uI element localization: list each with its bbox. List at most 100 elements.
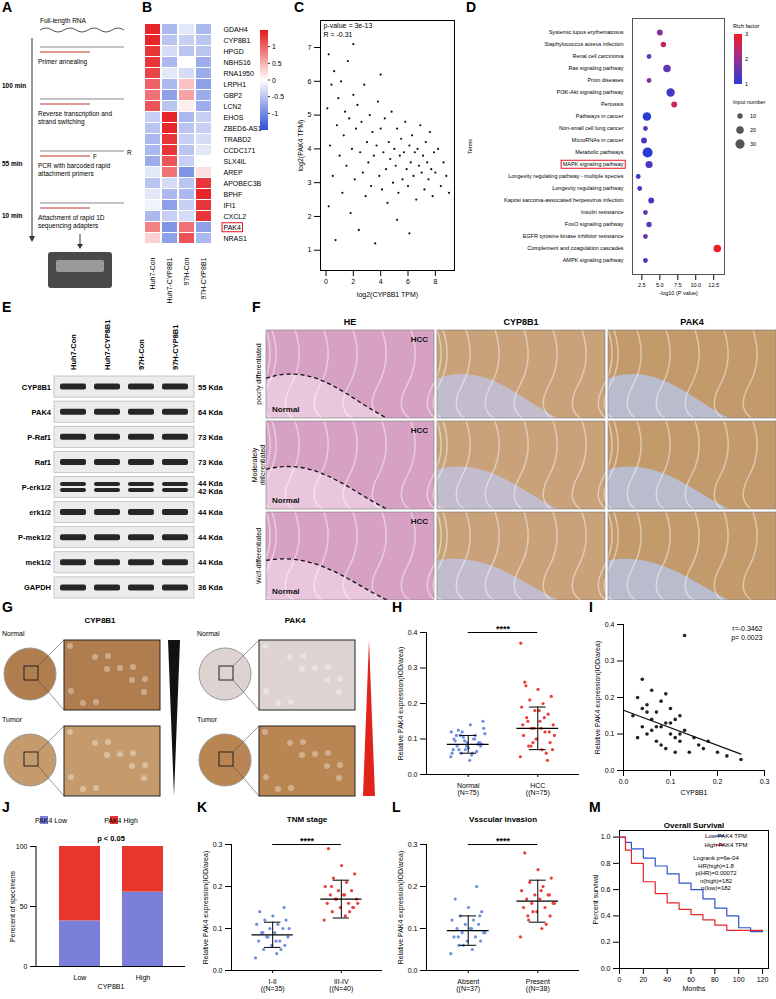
- svg-text:Pathways in cancer: Pathways in cancer: [576, 113, 624, 119]
- svg-text:Months: Months: [683, 985, 706, 992]
- svg-text:0.2: 0.2: [605, 694, 615, 701]
- svg-text:Full-length RNA: Full-length RNA: [40, 17, 87, 25]
- svg-text:Terms: Terms: [467, 139, 473, 154]
- svg-text:Normal: Normal: [272, 587, 300, 596]
- svg-text:8: 8: [433, 278, 437, 285]
- svg-text:p(HR)=0.00072: p(HR)=0.00072: [695, 870, 737, 876]
- svg-text:2: 2: [745, 56, 748, 62]
- svg-text:High PAK4 TPM: High PAK4 TPM: [704, 842, 747, 848]
- svg-text:0.2: 0.2: [601, 938, 611, 945]
- svg-text:PAK4: PAK4: [285, 616, 306, 625]
- svg-text:CYP8B1: CYP8B1: [22, 383, 51, 392]
- svg-text:Huh7-Con: Huh7-Con: [69, 334, 78, 370]
- svg-text:6: 6: [308, 78, 312, 85]
- svg-text:20: 20: [750, 127, 756, 133]
- svg-text:97H-CYP8B1: 97H-CYP8B1: [171, 325, 180, 370]
- svg-text:MAPK signaling pathway: MAPK signaling pathway: [563, 161, 624, 167]
- svg-text:P-mek1/2: P-mek1/2: [18, 533, 51, 542]
- svg-text:HCC: HCC: [411, 426, 429, 435]
- svg-text:AMPK signaling pathway: AMPK signaling pathway: [563, 257, 624, 263]
- svg-text:III-IV((N=40): III-IV((N=40): [329, 978, 353, 993]
- svg-text:73 Kda: 73 Kda: [198, 458, 223, 467]
- svg-text:CYP8B1: CYP8B1: [224, 37, 251, 44]
- svg-text:10: 10: [750, 113, 756, 119]
- svg-text:10.0: 10.0: [690, 282, 701, 288]
- svg-text:Longevity regulating pathway -: Longevity regulating pathway - multiple …: [508, 173, 624, 179]
- svg-text:poorly differentiated: poorly differentiated: [255, 343, 263, 404]
- svg-text:3: 3: [745, 31, 748, 37]
- svg-text:R = -0.31: R = -0.31: [324, 31, 353, 38]
- svg-text:n(high)=182: n(high)=182: [700, 878, 733, 884]
- svg-text:Rich factor: Rich factor: [733, 23, 759, 29]
- svg-text:Longevity regulating pathway: Longevity regulating pathway: [552, 185, 623, 191]
- svg-text:IFI1: IFI1: [224, 202, 236, 209]
- svg-text:0.4: 0.4: [605, 621, 615, 628]
- svg-text:Huh7-Con: Huh7-Con: [149, 257, 156, 289]
- svg-text:erk1/2: erk1/2: [29, 508, 51, 517]
- svg-text:44 Kda: 44 Kda: [198, 533, 223, 542]
- svg-text:0.0: 0.0: [213, 967, 223, 974]
- svg-text:Logrank p=6e-04: Logrank p=6e-04: [693, 855, 739, 861]
- svg-text:0: 0: [272, 77, 276, 84]
- svg-text:Primer annealing: Primer annealing: [38, 58, 88, 66]
- svg-text:0.3: 0.3: [760, 778, 770, 785]
- svg-text:Present((N=38): Present((N=38): [526, 978, 550, 993]
- svg-text:0.3: 0.3: [213, 841, 223, 848]
- svg-text:0.1: 0.1: [408, 925, 418, 932]
- svg-text:MicroRNAs in cancer: MicroRNAs in cancer: [572, 137, 624, 143]
- svg-text:CXCL2: CXCL2: [224, 213, 247, 220]
- svg-text:Normal(N=75): Normal(N=75): [457, 782, 480, 797]
- svg-text:100: 100: [733, 976, 745, 983]
- svg-text:Metabolic pathways: Metabolic pathways: [575, 149, 624, 155]
- svg-text:42 Kda: 42 Kda: [198, 487, 223, 496]
- svg-text:-1: -1: [272, 110, 278, 117]
- svg-text:CYP8B1: CYP8B1: [84, 616, 116, 625]
- svg-text:0.4: 0.4: [408, 629, 418, 636]
- svg-text:44 Kda: 44 Kda: [198, 558, 223, 567]
- svg-text:Renal cell carcinoma: Renal cell carcinoma: [572, 53, 624, 59]
- svg-text:I-II((N=35): I-II((N=35): [261, 978, 285, 993]
- svg-text:Relative PAK4 expression(IOD/a: Relative PAK4 expression(IOD/area): [202, 851, 210, 964]
- svg-text:3: 3: [308, 179, 312, 186]
- svg-text:Overall Survival: Overall Survival: [664, 821, 724, 830]
- svg-text:100: 100: [16, 843, 28, 850]
- svg-text:High: High: [136, 974, 151, 982]
- svg-text:Normal: Normal: [272, 405, 300, 414]
- svg-text:TRABD2: TRABD2: [224, 136, 252, 143]
- svg-text:100 min: 100 min: [2, 82, 26, 89]
- svg-text:0.8: 0.8: [601, 860, 611, 867]
- svg-text:LCN2: LCN2: [224, 103, 242, 110]
- svg-text:log2(PAK4 TPM): log2(PAK4 TPM): [297, 120, 305, 172]
- svg-text:Insulin resistance: Insulin resistance: [581, 209, 624, 215]
- svg-text:Normal: Normal: [2, 630, 25, 637]
- svg-text:-0.5: -0.5: [272, 93, 284, 100]
- svg-text:Vsscular invasion: Vsscular invasion: [469, 815, 537, 824]
- svg-text:HPGD: HPGD: [224, 48, 244, 55]
- svg-text:EGFR tyrosine kinase inhibitor: EGFR tyrosine kinase inhibitor resistanc…: [523, 233, 624, 239]
- svg-text:12.5: 12.5: [708, 282, 719, 288]
- svg-text:0.2: 0.2: [713, 778, 723, 785]
- svg-text:20: 20: [639, 976, 647, 983]
- svg-text:HE: HE: [344, 317, 357, 327]
- svg-text:0.5: 0.5: [272, 60, 282, 67]
- svg-text:Kaposi sarcoma-associated herp: Kaposi sarcoma-associated herpesvirus in…: [504, 197, 624, 203]
- svg-text:Normal: Normal: [197, 630, 220, 637]
- svg-text:p < 0.05: p < 0.05: [97, 834, 125, 843]
- svg-text:Relative PAK4 expression(IOD/a: Relative PAK4 expression(IOD/area): [397, 647, 405, 760]
- svg-text:44 Kda: 44 Kda: [198, 508, 223, 517]
- svg-text:55 Kda: 55 Kda: [198, 383, 223, 392]
- svg-text:p-value = 3e-13: p-value = 3e-13: [324, 22, 373, 30]
- svg-text:n(low)=182: n(low)=182: [701, 885, 732, 891]
- svg-text:HCC: HCC: [411, 335, 429, 344]
- svg-text:Percent survival: Percent survival: [592, 874, 599, 924]
- svg-text:0.6: 0.6: [601, 886, 611, 893]
- svg-text:7: 7: [308, 44, 312, 51]
- svg-text:97H-CYP8B1: 97H-CYP8B1: [200, 257, 207, 299]
- svg-text:4: 4: [379, 278, 383, 285]
- svg-text:1: 1: [745, 81, 748, 87]
- svg-text:Ras signaling pathway: Ras signaling pathway: [568, 65, 623, 71]
- svg-text:0: 0: [324, 278, 328, 285]
- svg-text:PAK4 Low: PAK4 Low: [35, 817, 68, 824]
- svg-text:Pertussis: Pertussis: [601, 101, 624, 107]
- svg-text:****: ****: [496, 836, 511, 846]
